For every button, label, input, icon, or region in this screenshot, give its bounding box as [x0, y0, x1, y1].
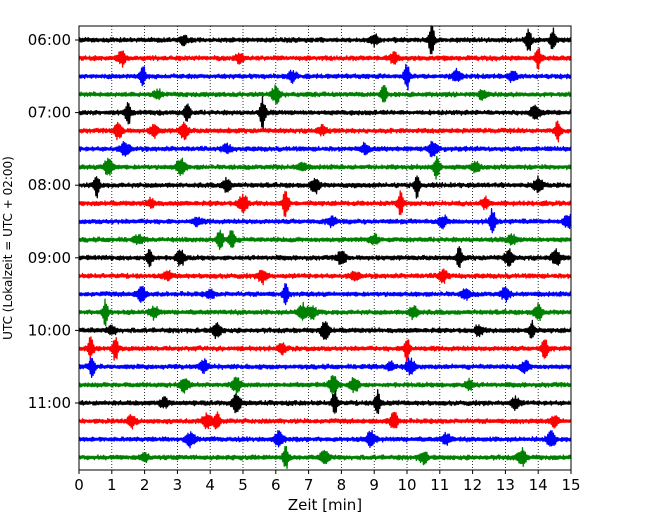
y-axis: 06:00 07:00 08:00 09:00 10:00 11:00 [28, 31, 79, 412]
trace-line [78, 429, 572, 449]
x-tick-label: 1 [107, 476, 117, 494]
x-tick-label: 11 [430, 476, 449, 494]
y-tick-label: 06:00 [28, 31, 71, 49]
trace-line [78, 120, 572, 143]
x-axis-label: Zeit [min] [288, 496, 362, 514]
y-tick-label: 09:00 [28, 249, 71, 267]
trace-line [78, 375, 572, 396]
trace-line [78, 25, 572, 55]
trace-line [78, 96, 572, 130]
x-tick-label: 5 [238, 476, 248, 494]
trace-line [78, 268, 572, 286]
trace-line [78, 208, 572, 234]
trace-line [78, 282, 572, 306]
trace-line [78, 47, 572, 70]
trace-line [78, 357, 572, 379]
x-tick-label: 8 [337, 476, 347, 494]
y-axis-label: UTC (Lokalzeit = UTC + 02:00) [1, 156, 15, 340]
x-tick-label: 3 [173, 476, 183, 494]
trace-line [78, 298, 572, 327]
plot-frame [78, 25, 572, 471]
trace-line [78, 175, 572, 199]
x-tick-label: 0 [74, 476, 84, 494]
trace-line [78, 84, 572, 105]
x-tick-label: 13 [496, 476, 515, 494]
x-tick-label: 15 [561, 476, 580, 494]
trace-line [78, 63, 572, 91]
trace-line [78, 319, 572, 340]
x-tick-label: 6 [271, 476, 281, 494]
x-tick-label: 14 [529, 476, 548, 494]
trace-line [78, 336, 572, 363]
trace-line [78, 246, 572, 269]
trace-line [78, 229, 572, 250]
x-tick-label: 9 [369, 476, 379, 494]
grid-lines [111, 26, 539, 470]
y-tick-label: 08:00 [28, 176, 71, 194]
trace-line [78, 388, 572, 415]
x-axis: 0 1 2 3 4 5 6 7 8 9 10 11 12 13 14 15 [74, 470, 581, 494]
x-tick-label: 10 [397, 476, 416, 494]
trace-line [78, 155, 572, 180]
trace-line [78, 140, 572, 158]
y-tick-label: 11:00 [28, 394, 71, 412]
x-tick-label: 2 [140, 476, 150, 494]
trace-line [78, 411, 572, 430]
x-tick-label: 7 [304, 476, 314, 494]
y-tick-label: 07:00 [28, 104, 71, 122]
trace-line [78, 190, 572, 217]
traces [78, 25, 572, 470]
y-tick-label: 10:00 [28, 321, 71, 339]
trace-line [78, 445, 572, 470]
x-tick-label: 12 [463, 476, 482, 494]
x-tick-label: 4 [205, 476, 215, 494]
